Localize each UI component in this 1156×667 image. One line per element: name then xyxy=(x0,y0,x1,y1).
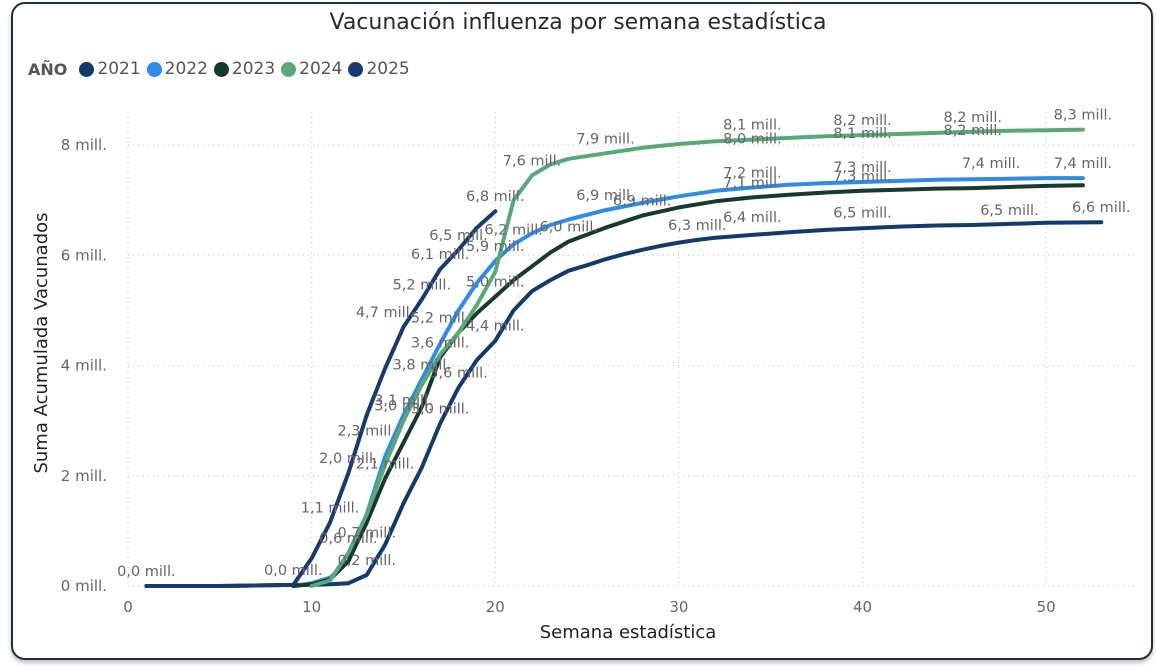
legend-label: 2023 xyxy=(231,59,276,79)
legend-label: 2025 xyxy=(366,59,410,79)
data-label: 7,2 mill. xyxy=(723,166,782,182)
data-label: 6,1 mill. xyxy=(411,247,470,263)
data-label: 6,3 mill. xyxy=(668,218,727,234)
data-label: 8,2 mill. xyxy=(943,110,1002,126)
data-labels: 0,2 mill.3,0 mill.3,6 mill.4,4 mill.6,3 … xyxy=(117,108,1130,580)
data-label: 3,0 mill. xyxy=(374,399,433,415)
data-label: 7,4 mill. xyxy=(962,156,1021,172)
data-label: 2,1 mill. xyxy=(356,457,415,473)
y-tick-label: 2 mill. xyxy=(61,467,107,485)
series-line-2021[interactable] xyxy=(144,220,1104,588)
data-label: 8,1 mill. xyxy=(833,126,892,142)
data-label: 5,9 mill. xyxy=(466,239,525,255)
data-label: 8,2 mill. xyxy=(833,113,892,129)
data-label: 7,4 mill. xyxy=(1054,156,1113,172)
data-label: 6,4 mill. xyxy=(723,210,782,226)
legend-item-2025[interactable]: 2025 xyxy=(348,59,410,79)
legend-item-2021[interactable]: 2021 xyxy=(79,59,141,79)
y-tick-label: 8 mill. xyxy=(61,136,107,154)
data-label: 8,3 mill. xyxy=(1054,108,1113,124)
legend-dot-icon xyxy=(213,61,229,77)
x-tick-label: 40 xyxy=(853,598,872,616)
legend-dot-icon xyxy=(146,61,162,77)
data-label: 7,9 mill. xyxy=(576,131,635,147)
series-line-2023[interactable] xyxy=(291,183,1085,588)
chart-title: Vacunación influenza por semana estadíst… xyxy=(329,10,827,35)
data-label: 1,1 mill. xyxy=(301,501,360,517)
axis-ticks: 0 mill. 2 mill. 4 mill. 6 mill. 8 mill. 0 10 20… xyxy=(61,136,1056,616)
series-line-2025[interactable] xyxy=(144,209,498,588)
x-tick-label: 20 xyxy=(486,598,505,616)
chart-card xyxy=(11,2,1153,660)
data-label: 7,3 mill. xyxy=(833,160,892,176)
data-label: 5,0 mill. xyxy=(466,275,525,291)
data-label: 5,2 mill. xyxy=(393,277,452,293)
data-label: 6,5 mill. xyxy=(833,206,892,222)
data-label: 3,6 mill. xyxy=(411,335,470,351)
data-label: 7,6 mill. xyxy=(503,153,562,169)
data-label: 0,0 mill. xyxy=(264,563,323,579)
data-label: 3,8 mill. xyxy=(393,357,452,373)
legend-dot-icon xyxy=(281,61,297,77)
legend-item-2023[interactable]: 2023 xyxy=(213,59,276,79)
data-label: 6,0 mill. xyxy=(539,220,598,236)
data-label: 3,0 mill. xyxy=(411,401,470,417)
data-label: 0,0 mill. xyxy=(117,564,176,580)
data-label: 6,5 mill. xyxy=(980,203,1039,219)
y-tick-label: 6 mill. xyxy=(61,246,107,264)
data-label: 8,2 mill. xyxy=(943,123,1002,139)
data-label: 6,6 mill. xyxy=(1072,200,1131,216)
data-label: 6,8 mill. xyxy=(466,189,525,205)
x-tick-label: 10 xyxy=(302,598,321,616)
data-label: 2,3 mill. xyxy=(337,423,396,439)
legend-title: AÑO xyxy=(28,59,68,79)
series-line-2024[interactable] xyxy=(309,127,1085,588)
data-label: 8,0 mill. xyxy=(723,131,782,147)
legend-label: 2024 xyxy=(299,59,343,79)
data-label: 6,2 mill. xyxy=(484,222,543,238)
x-axis-title: Semana estadística xyxy=(540,622,717,643)
series-line-2022[interactable] xyxy=(291,176,1085,588)
data-label: 0,7 mill. xyxy=(337,525,396,541)
data-label: 5,2 mill. xyxy=(411,310,470,326)
data-label: 6,5 mill. xyxy=(429,228,488,244)
data-label: 3,6 mill. xyxy=(429,366,488,382)
data-label: 0,6 mill. xyxy=(319,531,378,547)
data-label: 4,7 mill. xyxy=(356,305,415,321)
x-tick-label: 0 xyxy=(123,598,133,616)
y-tick-label: 4 mill. xyxy=(61,357,107,375)
gridlines xyxy=(127,112,1138,587)
legend-dot-icon xyxy=(79,61,95,77)
legend-label: 2022 xyxy=(164,59,208,79)
legend[interactable]: AÑO 2021 2022 2023 2024 2025 xyxy=(28,57,416,81)
data-label: 2,0 mill. xyxy=(319,451,378,467)
data-label: 7,3 mill. xyxy=(833,169,892,185)
legend-label: 2021 xyxy=(97,59,141,79)
legend-item-2022[interactable]: 2022 xyxy=(146,59,208,79)
data-label: 8,1 mill. xyxy=(723,118,782,134)
x-tick-label: 30 xyxy=(669,598,688,616)
y-axis-title: Suma Acumulada Vacunados xyxy=(31,212,52,473)
data-label: 0,2 mill. xyxy=(337,553,396,569)
y-tick-label: 0 mill. xyxy=(61,577,107,595)
data-label: 4,4 mill. xyxy=(466,319,525,335)
legend-dot-icon xyxy=(348,61,364,77)
data-label: 6,9 mill. xyxy=(576,188,635,204)
data-label: 3,1 mill. xyxy=(374,393,433,409)
data-label: 6,9 mill. xyxy=(613,194,672,210)
legend-item-2024[interactable]: 2024 xyxy=(281,59,342,79)
x-tick-label: 50 xyxy=(1037,598,1056,616)
series-lines[interactable] xyxy=(144,127,1104,588)
data-label: 7,1 mill. xyxy=(723,175,782,191)
